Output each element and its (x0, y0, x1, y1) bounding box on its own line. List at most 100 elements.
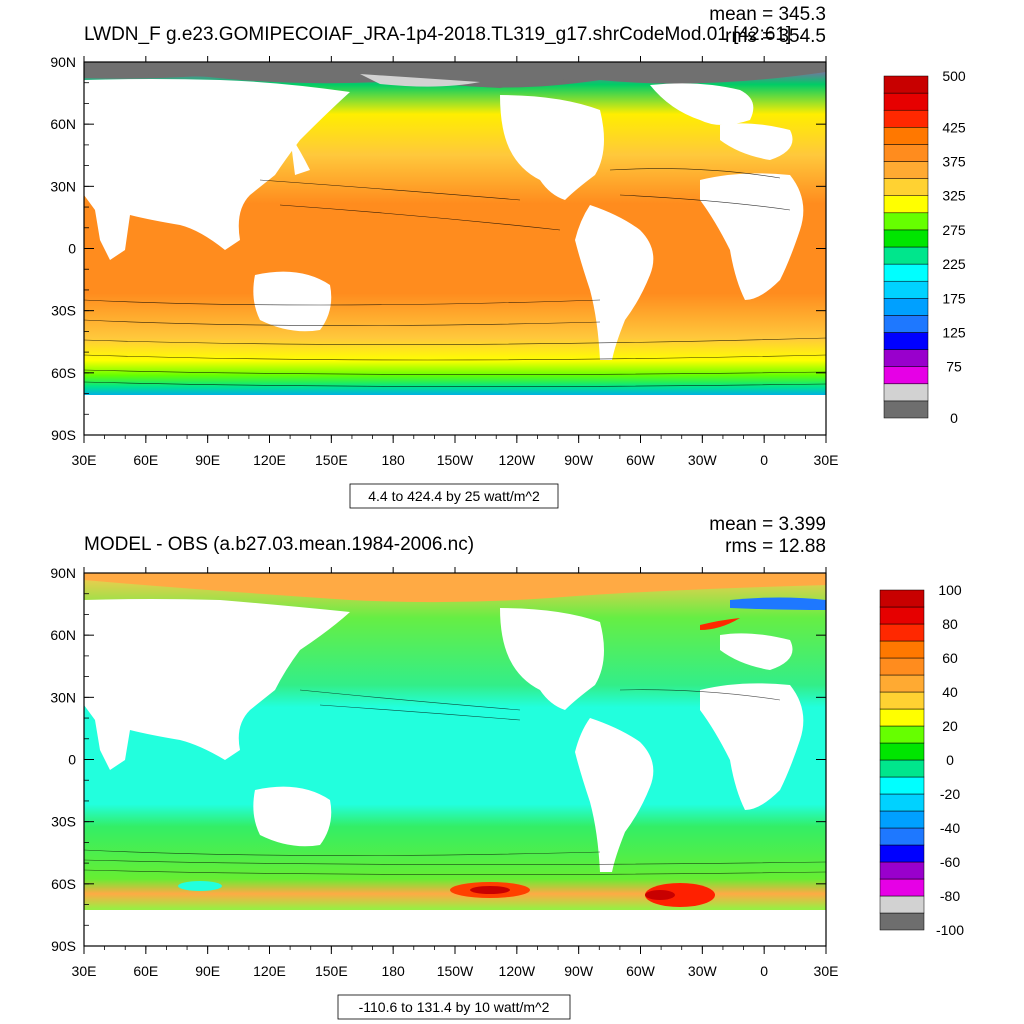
colorbar-label: 60 (942, 650, 958, 666)
colorbar-swatch (883, 246, 929, 265)
colorbar-swatch (879, 691, 925, 710)
colorbar-swatch (879, 895, 925, 914)
colorbar-label: 100 (938, 582, 962, 598)
lon-label: 60E (133, 963, 158, 979)
lon-label: 0 (760, 963, 768, 979)
colorbar-swatch (883, 383, 929, 402)
lon-label: 120E (253, 452, 286, 468)
colorbar-label: -80 (940, 888, 960, 904)
colorbar-swatch (879, 657, 925, 676)
top-contours (84, 168, 826, 387)
lon-label: 180 (381, 963, 405, 979)
lon-label: 90E (195, 452, 220, 468)
top-range-box (349, 483, 559, 509)
colorbar-swatch (879, 623, 925, 642)
colorbar-label: 225 (942, 256, 966, 272)
colorbar-swatch (883, 109, 929, 128)
colorbar-swatch (879, 606, 925, 625)
lat-label: 60N (50, 116, 76, 132)
lat-label: 30S (51, 814, 76, 830)
lon-label: 150E (315, 452, 348, 468)
colorbar-swatch (883, 349, 929, 367)
colorbar-label: -100 (936, 922, 964, 938)
bottom-lon-labels: 30E 60E 90E 120E 150E 180 150W 120W 90W 60W 30W 0 30… (72, 963, 839, 979)
lat-label: 90S (51, 938, 76, 954)
top-axis-ticks (83, 56, 827, 443)
colorbar-swatch (879, 844, 925, 863)
colorbar-swatch (883, 229, 929, 248)
top-rms-label: rms = 354.5 (725, 26, 826, 47)
colorbar-swatch (883, 263, 929, 282)
lat-label: 60N (50, 627, 76, 643)
colorbar-swatch (883, 144, 929, 162)
colorbar-label: 0 (950, 410, 958, 426)
bottom-map-field (84, 573, 826, 946)
colorbar-swatch (883, 366, 929, 385)
lon-label: 30W (688, 963, 718, 979)
lon-label: 30E (72, 963, 97, 979)
top-panel-title: LWDN_F g.e23.GOMIPECOIAF_JRA-1p4-2018.TL… (84, 24, 791, 45)
lat-label: 60S (51, 365, 76, 381)
lat-label: 90N (50, 565, 76, 581)
colorbar-swatch (883, 161, 929, 179)
lon-label: 90W (564, 963, 594, 979)
lon-label: 30E (72, 452, 97, 468)
lon-label: 30W (688, 452, 718, 468)
colorbar-label: 80 (942, 616, 958, 632)
colorbar-label: 175 (942, 290, 966, 306)
top-range-label: 4.4 to 424.4 by 25 watt/m^2 (368, 488, 540, 504)
top-continents (84, 79, 826, 435)
top-panel: LWDN_F g.e23.GOMIPECOIAF_JRA-1p4-2018.TL… (50, 4, 966, 509)
colorbar-swatch (879, 912, 925, 931)
lon-label: 120W (499, 452, 536, 468)
lon-label: 60W (626, 452, 656, 468)
lat-label: 60S (51, 876, 76, 892)
bottom-axis-ticks (83, 567, 827, 954)
bottom-colorbar: 100 80 60 40 20 0 -20 -40 -60 -80 -100 (879, 582, 964, 938)
lon-label: 60E (133, 452, 158, 468)
colorbar-swatch (883, 195, 929, 214)
top-map-field (84, 62, 826, 435)
colorbar-swatch (883, 298, 929, 316)
bottom-lat-labels: 90N 60N 30N 0 30S 60S 90S (50, 565, 76, 954)
lon-label: 30E (814, 452, 839, 468)
colorbar-label: -40 (940, 820, 960, 836)
colorbar-swatch (883, 92, 929, 111)
colorbar-swatch (879, 759, 925, 778)
colorbar-label: 375 (942, 154, 966, 170)
colorbar-swatch (879, 827, 925, 846)
bottom-mean-label: mean = 3.399 (709, 514, 826, 535)
lon-label: 150W (437, 452, 474, 468)
colorbar-label: 275 (942, 222, 966, 238)
colorbar-label: 425 (942, 119, 966, 135)
colorbar-label: -20 (940, 786, 960, 802)
lat-label: 30N (50, 689, 76, 705)
bottom-panel: MODEL - OBS (a.b27.03.mean.1984-2006.nc)… (50, 514, 964, 1020)
colorbar-label: 40 (942, 684, 958, 700)
lat-label: 0 (68, 752, 76, 768)
colorbar-label: 0 (946, 752, 954, 768)
lat-label: 90S (51, 427, 76, 443)
lat-label: 0 (68, 241, 76, 257)
colorbar-swatch (879, 810, 925, 829)
colorbar-swatch (883, 315, 929, 333)
bottom-continents (84, 599, 826, 946)
bottom-panel-title: MODEL - OBS (a.b27.03.mean.1984-2006.nc) (84, 534, 474, 555)
colorbar-label: 325 (942, 188, 966, 204)
colorbar-swatch (883, 280, 929, 299)
top-lon-labels: 30E 60E 90E 120E 150E 180 150W 120W 90W 60W 30W 0 30… (72, 452, 839, 468)
lon-label: 180 (381, 452, 405, 468)
lat-label: 90N (50, 54, 76, 70)
colorbar-swatch (879, 708, 925, 727)
lon-label: 120W (499, 963, 536, 979)
colorbar-swatch (879, 776, 925, 795)
colorbar-label: 125 (942, 325, 966, 341)
lat-label: 30S (51, 303, 76, 319)
lon-label: 90W (564, 452, 594, 468)
lon-label: 150E (315, 963, 348, 979)
bottom-range-box (337, 994, 571, 1020)
colorbar-label: 20 (942, 718, 958, 734)
lon-label: 30E (814, 963, 839, 979)
lat-label: 30N (50, 178, 76, 194)
lon-label: 120E (253, 963, 286, 979)
